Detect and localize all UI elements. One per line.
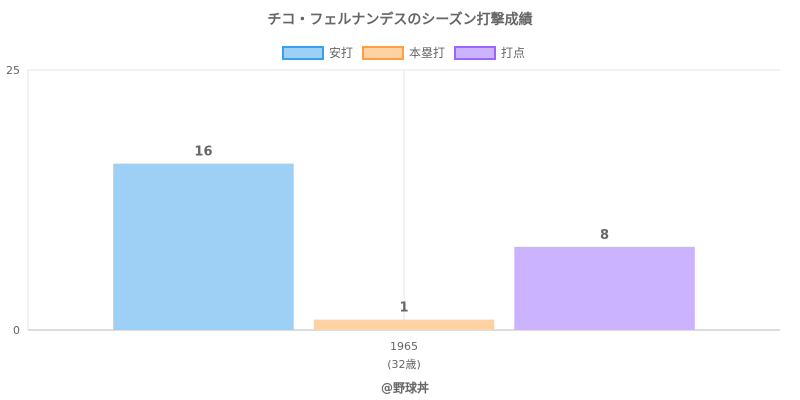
- legend-label-1[interactable]: 本塁打: [409, 46, 445, 60]
- data-label-0-2: 8: [600, 228, 609, 243]
- bars: [113, 163, 695, 330]
- legend-label-0[interactable]: 安打: [329, 45, 353, 60]
- bar-0-1[interactable]: [313, 319, 495, 330]
- data-label-0-0: 16: [194, 145, 212, 160]
- y-tick-label-1: 25: [6, 64, 20, 77]
- x-tick-label-0: 1965: [390, 340, 418, 353]
- data-label-0-1: 1: [399, 301, 408, 316]
- legend-swatch-2[interactable]: [454, 46, 496, 60]
- legend-swatch-1[interactable]: [362, 46, 404, 60]
- credit-label: @野球丼: [381, 380, 429, 395]
- x-tick-sublabel-0: (32歳): [387, 358, 421, 371]
- chart-title: チコ・フェルナンデスのシーズン打撃成績: [267, 11, 532, 28]
- x-axis: 1965 (32歳): [387, 340, 421, 371]
- bar-0-2[interactable]: [514, 246, 695, 330]
- y-tick-label-0: 0: [13, 324, 20, 337]
- legend: 安打 本塁打 打点: [282, 45, 525, 60]
- legend-label-2[interactable]: 打点: [501, 46, 525, 60]
- legend-swatch-0[interactable]: [282, 46, 324, 60]
- bar-0-0[interactable]: [113, 163, 294, 330]
